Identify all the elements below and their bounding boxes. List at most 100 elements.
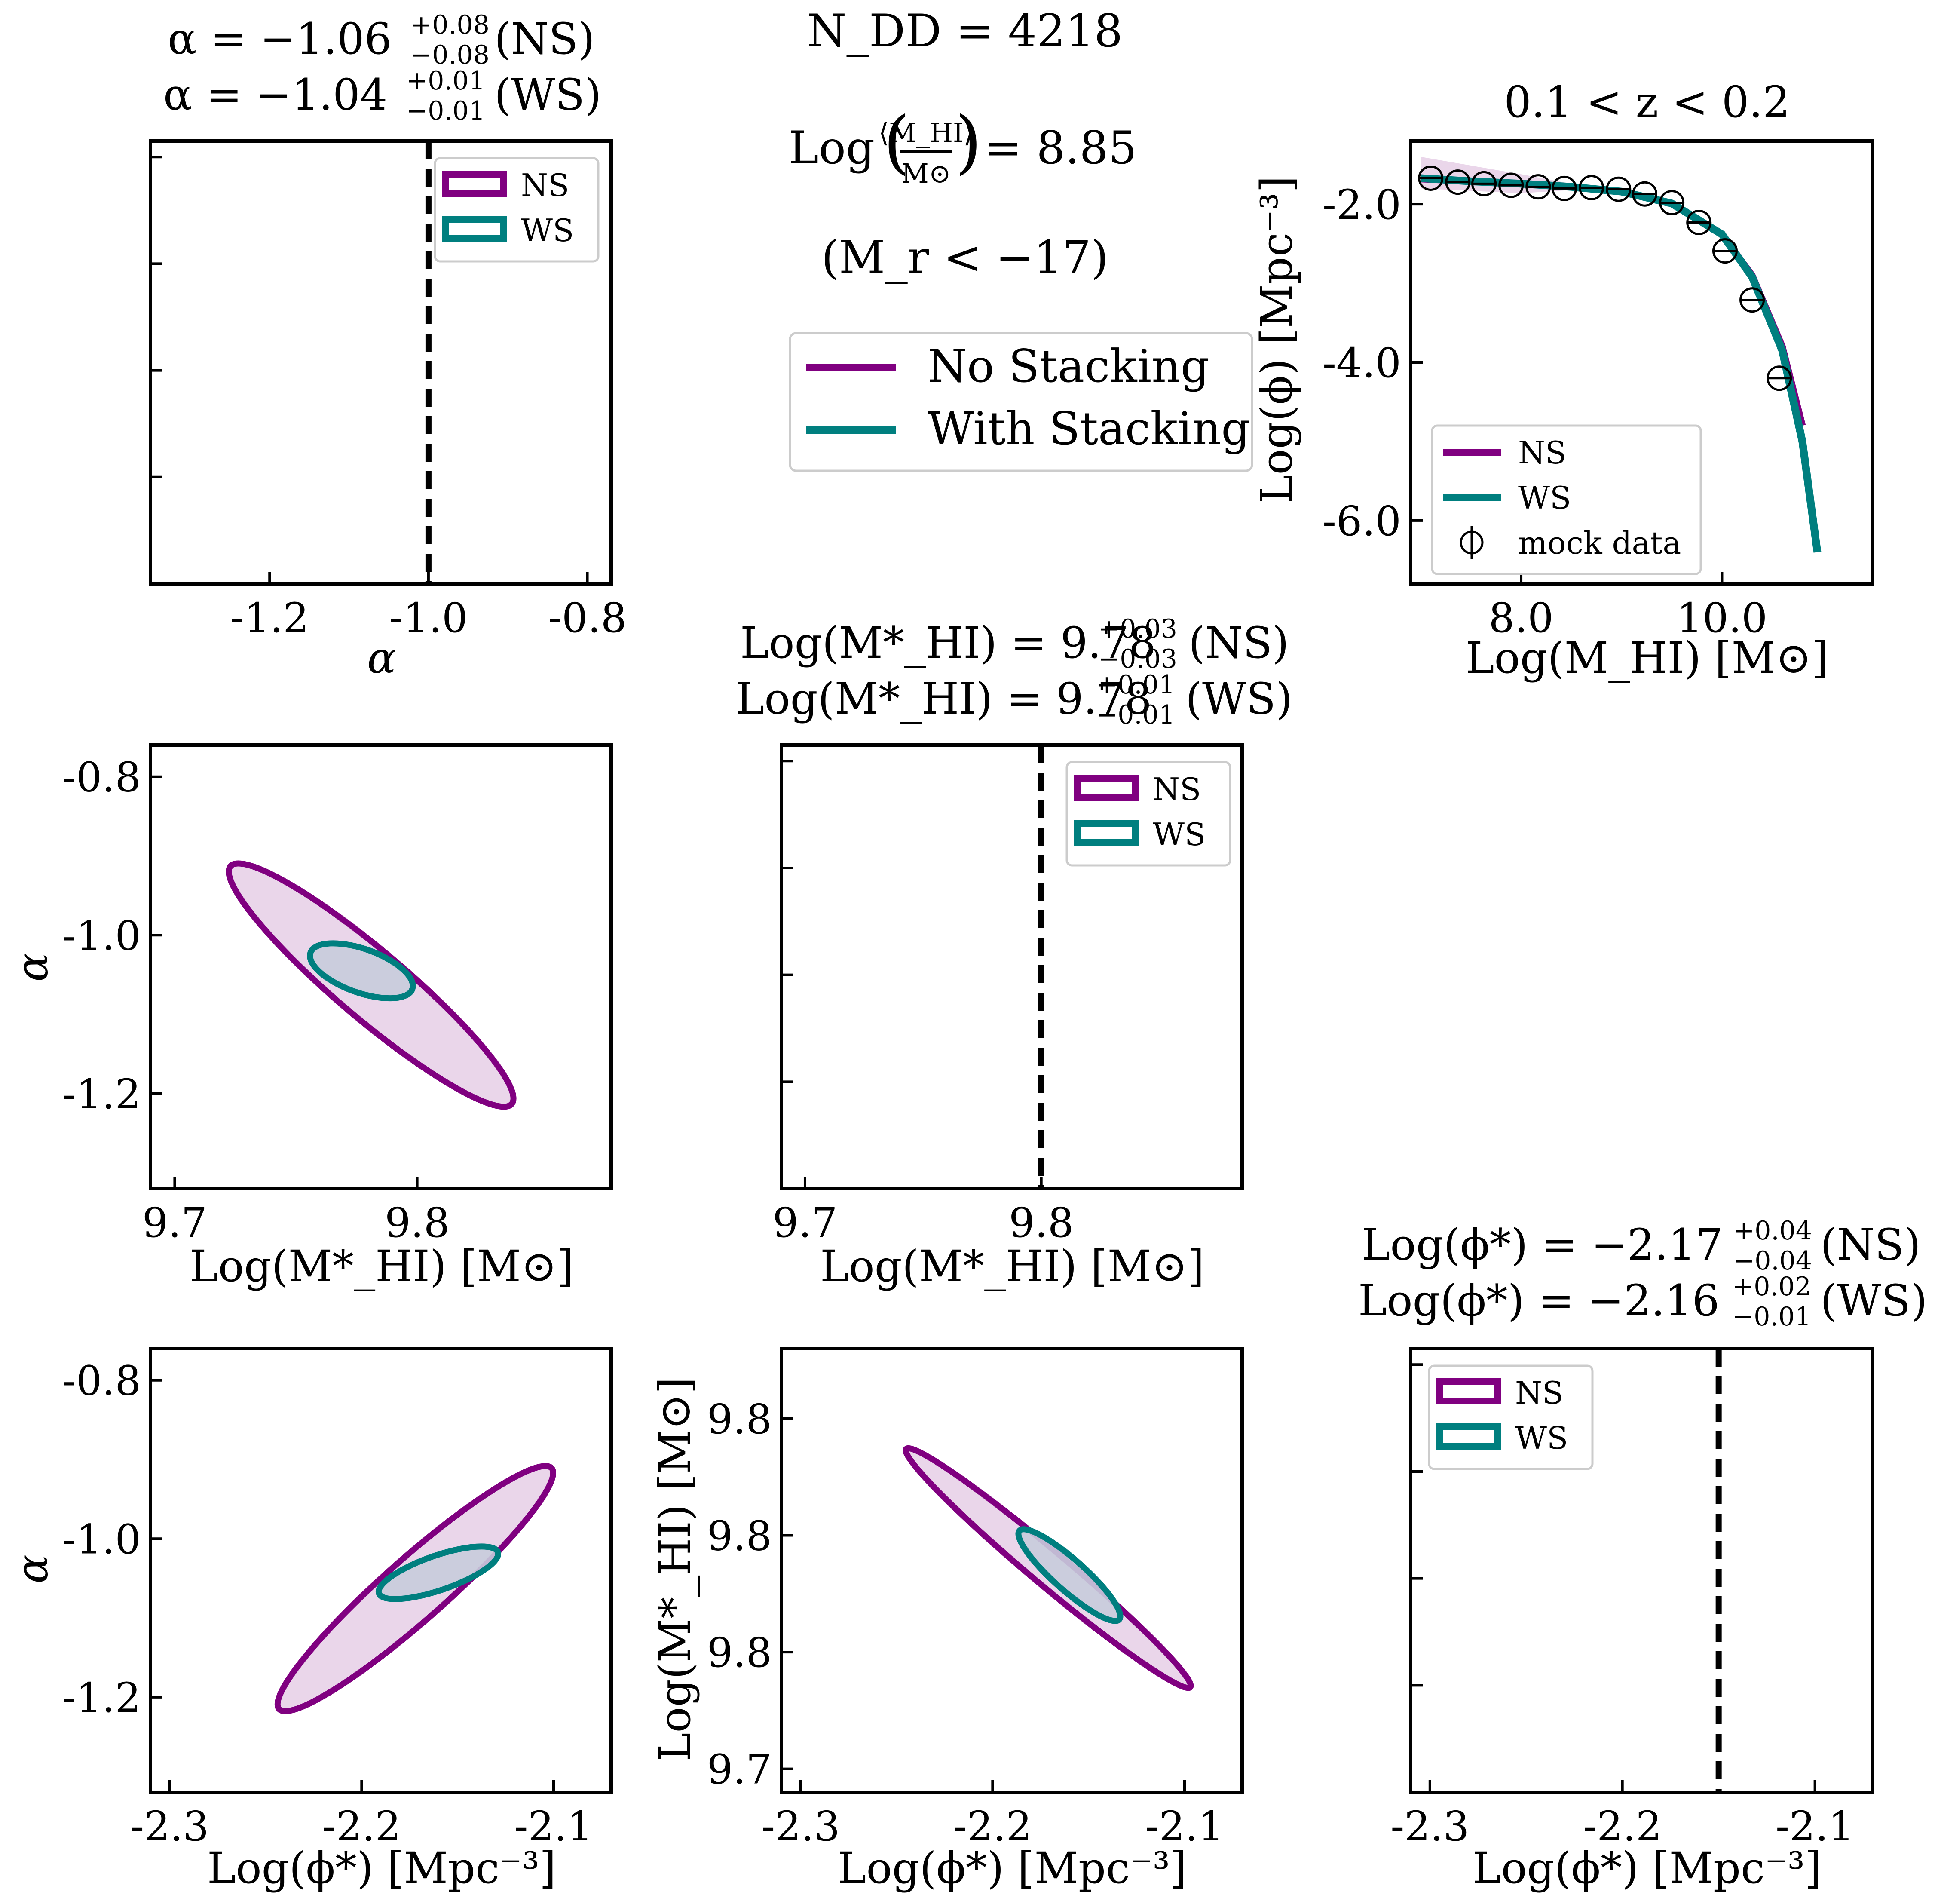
phi-xlabel-col2: Log(ϕ*) [Mpc⁻³] xyxy=(838,1843,1187,1893)
phi-ns-title-prefix: Log(ϕ*) = −2.17 xyxy=(1362,1220,1723,1270)
y-tick-label: -6.0 xyxy=(1323,498,1401,545)
ns-fit-line xyxy=(1420,175,1806,427)
main-legend: No Stacking With Stacking xyxy=(789,332,1253,472)
x-tick-label: 9.8 xyxy=(1009,1199,1074,1247)
x-tick-label: -1.0 xyxy=(389,595,468,642)
y-tick-label: -2.0 xyxy=(1323,181,1401,229)
main-legend-ns-label: No Stacking xyxy=(928,340,1209,392)
alpha-ns-title-tag: (NS) xyxy=(494,14,595,64)
mass-ns-title-prefix: Log(M*_HI) = 9.78 xyxy=(740,618,1156,668)
phi-histogram-panel: -2.3 -2.2 -2.1 NS WS xyxy=(1390,1347,1874,1850)
main-legend-frame xyxy=(789,332,1253,472)
y-tick-label: -1.0 xyxy=(62,1516,141,1563)
legend-swatch xyxy=(442,216,507,242)
mass-ylabel-row3: Log(M*_HI) [M⊙] xyxy=(650,1377,700,1761)
legend-frame xyxy=(1431,424,1702,575)
himf-panel: 8.0 10.0 -2.0 -4.0 -6.0 NS WS mock data xyxy=(1323,139,1874,642)
mean-mass-prefix: Log xyxy=(789,122,875,174)
legend-swatch xyxy=(1074,820,1139,846)
phi-ns-title-upper: +0.04 xyxy=(1733,1216,1812,1246)
phi-ns-title-lower: −0.04 xyxy=(1733,1246,1812,1276)
legend-swatch xyxy=(1074,775,1139,801)
mr-cut-text: (M_r < −17) xyxy=(821,231,1108,284)
ws-contour xyxy=(307,940,416,1002)
mean-mass-close-paren: ) xyxy=(955,101,982,182)
legend-swatch xyxy=(1436,1378,1501,1404)
legend-label: NS xyxy=(521,167,569,203)
y-tick-label: -1.2 xyxy=(62,1071,141,1118)
mean-mass-text: Log ( ⟨M_HI⟩ M⊙ ) = 8.85 xyxy=(789,101,1137,189)
alpha-ns-title-upper: +0.08 xyxy=(410,10,490,40)
alpha-panel-title: α = −1.06 +0.08 −0.08 (NS) α = −1.04 +0.… xyxy=(163,10,601,126)
ws-contour xyxy=(375,1543,502,1602)
ndd-text: N_DD = 4218 xyxy=(807,5,1123,57)
y-tick-label: 9.7 xyxy=(707,1746,772,1794)
x-tick-label: 8.0 xyxy=(1489,595,1554,642)
legend-label: NS xyxy=(1515,1375,1563,1411)
y-tick-label: -0.8 xyxy=(62,1358,141,1405)
mass-xlabel-col2: Log(M*_HI) [M⊙] xyxy=(820,1241,1204,1291)
mass-vs-phi-panel: -2.3 -2.2 -2.1 9.7 9.8 9.8 9.8 xyxy=(707,1347,1244,1850)
plot-frame xyxy=(780,1347,1244,1794)
legend-label: NS xyxy=(1518,435,1566,471)
mass-ws-title-upper: +0.01 xyxy=(1096,670,1175,700)
alpha-hist-xlabel: α xyxy=(367,633,396,683)
mass-xlabel-col1: Log(M*_HI) [M⊙] xyxy=(190,1241,574,1291)
legend-label: WS xyxy=(1515,1420,1568,1456)
y-tick-label: 9.8 xyxy=(707,1629,772,1677)
legend-label: WS xyxy=(521,212,574,248)
mean-mass-denominator: M⊙ xyxy=(901,158,951,189)
x-tick-label: -2.1 xyxy=(1776,1803,1854,1850)
legend-label: mock data xyxy=(1518,525,1681,561)
alpha-ns-title-lower: −0.08 xyxy=(410,40,490,70)
mass-ns-title-lower: −0.03 xyxy=(1098,644,1177,674)
alpha-ws-title-upper: +0.01 xyxy=(406,66,485,96)
phi-ws-title-upper: +0.02 xyxy=(1732,1272,1811,1302)
x-tick-label: -2.2 xyxy=(953,1803,1032,1850)
x-tick-label: -2.1 xyxy=(514,1803,593,1850)
x-tick-label: -2.3 xyxy=(1390,1803,1469,1850)
y-tick-label: -1.0 xyxy=(62,912,141,960)
alpha-ws-title-prefix: α = −1.04 xyxy=(163,70,387,120)
phi-panel-title: Log(ϕ*) = −2.17 +0.04 −0.04 (NS) Log(ϕ*)… xyxy=(1358,1216,1927,1332)
x-tick-label: -1.2 xyxy=(230,595,309,642)
x-tick-label: 10.0 xyxy=(1677,595,1768,642)
mass-ws-title-prefix: Log(M*_HI) = 9.78 xyxy=(736,674,1152,724)
mass-panel-title: Log(M*_HI) = 9.78 +0.03 −0.03 (NS) Log(M… xyxy=(736,614,1292,730)
phi-ws-title-lower: −0.01 xyxy=(1732,1302,1811,1332)
phi-xlabel-col1: Log(ϕ*) [Mpc⁻³] xyxy=(207,1843,556,1893)
legend-swatch xyxy=(442,171,507,197)
x-tick-label: -2.3 xyxy=(761,1803,840,1850)
alpha-ws-title-lower: −0.01 xyxy=(406,96,485,126)
alpha-vs-mass-panel: 9.7 9.8 -0.8 -1.0 -1.2 xyxy=(62,743,613,1247)
y-tick-label: 9.8 xyxy=(707,1396,772,1443)
mass-ws-title-tag: (WS) xyxy=(1185,674,1292,724)
legend-swatch xyxy=(1436,1423,1501,1450)
x-tick-label: -2.1 xyxy=(1145,1803,1224,1850)
x-tick-label: -0.8 xyxy=(548,595,627,642)
mass-ns-title-upper: +0.03 xyxy=(1098,614,1177,644)
plot-frame xyxy=(149,139,613,586)
himf-xlabel: Log(M_HI) [M⊙] xyxy=(1466,633,1828,683)
plot-frame xyxy=(780,743,1244,1190)
x-tick-label: 9.7 xyxy=(142,1199,207,1247)
x-tick-label: -2.3 xyxy=(130,1803,209,1850)
himf-ylabel: Log(ϕ) [Mpc⁻³] xyxy=(1252,176,1302,503)
y-tick-label: -4.0 xyxy=(1323,340,1401,387)
alpha-vs-phi-panel: -2.3 -2.2 -2.1 -0.8 -1.0 -1.2 xyxy=(62,1347,613,1850)
himf-title: 0.1 < z < 0.2 xyxy=(1504,77,1790,127)
y-tick-label: -1.2 xyxy=(62,1674,141,1722)
plot-frame xyxy=(149,743,613,1190)
mean-mass-numerator: ⟨M_HI⟩ xyxy=(879,117,974,148)
x-tick-label: -2.2 xyxy=(322,1803,401,1850)
plot-frame xyxy=(149,1347,613,1794)
legend-label: WS xyxy=(1153,816,1206,852)
alpha-histogram-panel: -1.2 -1.0 -0.8 NS WS xyxy=(150,141,627,642)
x-tick-label: 9.8 xyxy=(385,1199,450,1247)
alpha-ws-title-tag: (WS) xyxy=(494,70,601,120)
phi-ws-title-prefix: Log(ϕ*) = −2.16 xyxy=(1358,1275,1720,1326)
alpha-ns-title-prefix: α = −1.06 xyxy=(168,14,392,64)
x-tick-label: -2.2 xyxy=(1583,1803,1662,1850)
plot-frame xyxy=(1409,1347,1874,1794)
legend-label: NS xyxy=(1153,771,1201,807)
